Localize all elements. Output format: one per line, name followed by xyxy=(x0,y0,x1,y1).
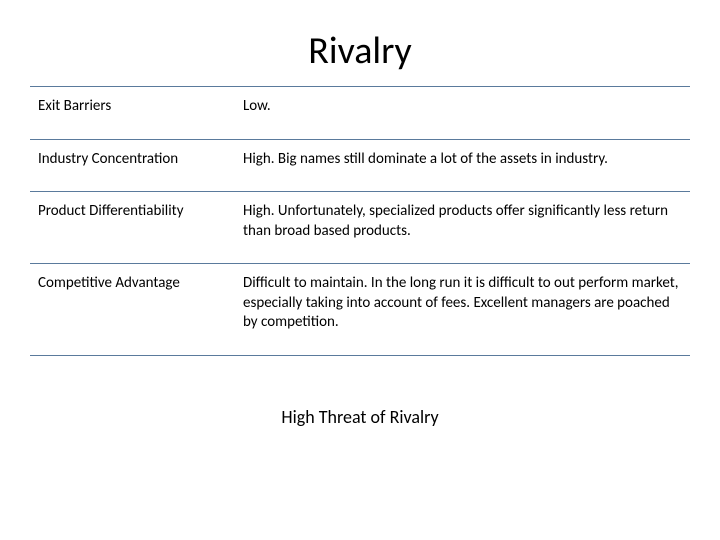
page-title: Rivalry xyxy=(30,28,690,74)
footer-text: High Threat of Rivalry xyxy=(30,406,690,428)
table-row: Exit Barriers Low. xyxy=(30,87,690,140)
table-row: Industry Concentration High. Big names s… xyxy=(30,139,690,192)
row-value: Low. xyxy=(235,87,690,140)
row-label: Exit Barriers xyxy=(30,87,235,140)
row-label: Product Differentiability xyxy=(30,192,235,264)
row-value: High. Unfortunately, specialized product… xyxy=(235,192,690,264)
rivalry-table: Exit Barriers Low. Industry Concentratio… xyxy=(30,86,690,356)
row-value: Difficult to maintain. In the long run i… xyxy=(235,264,690,356)
row-value: High. Big names still dominate a lot of … xyxy=(235,139,690,192)
row-label: Competitive Advantage xyxy=(30,264,235,356)
row-label: Industry Concentration xyxy=(30,139,235,192)
table-row: Competitive Advantage Difficult to maint… xyxy=(30,264,690,356)
table-row: Product Differentiability High. Unfortun… xyxy=(30,192,690,264)
